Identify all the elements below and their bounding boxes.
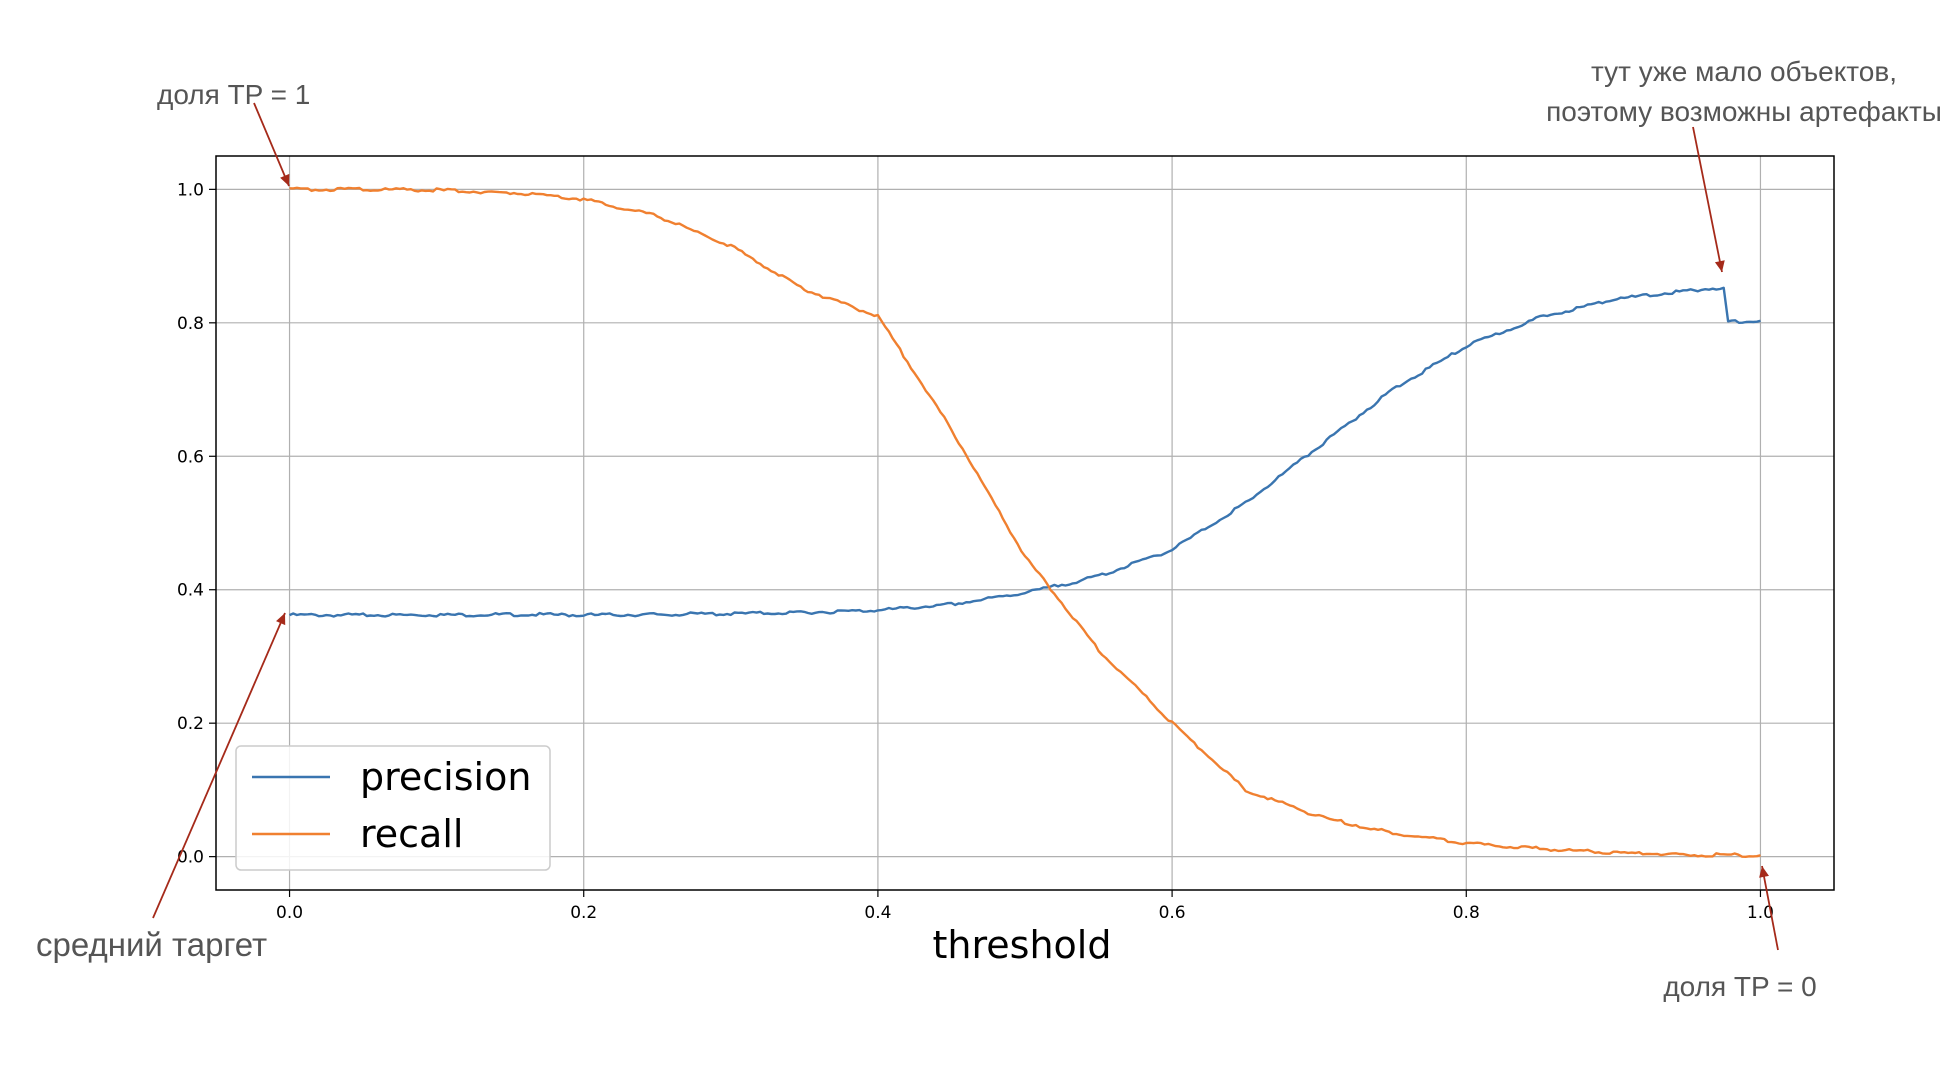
- arrow-tp-zero: [1759, 865, 1779, 951]
- legend-label-recall: recall: [360, 812, 463, 856]
- x-tick-label: 0.2: [570, 903, 597, 923]
- x-tick-label: 0.4: [864, 903, 891, 923]
- x-tick-label: 0.8: [1453, 903, 1480, 923]
- x-axis-label: threshold: [933, 923, 1112, 967]
- x-tick-label: 0.6: [1159, 903, 1186, 923]
- x-tick-label: 1.0: [1747, 903, 1774, 923]
- plot-frame: [215, 155, 1835, 891]
- y-tick-label: 0.6: [177, 447, 204, 467]
- x-tick-label: 0.0: [276, 903, 303, 923]
- ticks: 0.0 0.2 0.4 0.6 0.8 1.0 0.0 0.2 0.4 0.6 0.8 1.0: [177, 180, 1774, 923]
- annotation-mean-target: средний таргет: [36, 926, 267, 963]
- y-tick-label: 0.4: [177, 581, 204, 601]
- legend-label-precision: precision: [360, 755, 531, 799]
- arrow-mean-target: [152, 612, 286, 919]
- annotation-tp-zero: доля TP = 0: [1663, 971, 1816, 1002]
- y-tick-label: 0.2: [177, 714, 204, 734]
- legend: precision recall: [235, 745, 551, 871]
- annotation-arrows: [152, 102, 1779, 951]
- series-line-precision: [289, 286, 1761, 618]
- annotation-artifacts-line1: тут уже мало объектов,: [1591, 56, 1897, 87]
- arrow-tp-one: [253, 102, 290, 187]
- y-tick-label: 1.0: [177, 180, 204, 200]
- series-layer: [289, 186, 1761, 858]
- annotation-tp-one: доля TP = 1: [157, 79, 310, 110]
- y-tick-label: 0.8: [177, 314, 204, 334]
- y-tick-label: 0.0: [177, 848, 204, 868]
- series-line-recall: [289, 186, 1761, 858]
- arrow-artifacts: [1692, 126, 1725, 273]
- annotation-artifacts-line2: поэтому возможны артефакты: [1546, 96, 1942, 127]
